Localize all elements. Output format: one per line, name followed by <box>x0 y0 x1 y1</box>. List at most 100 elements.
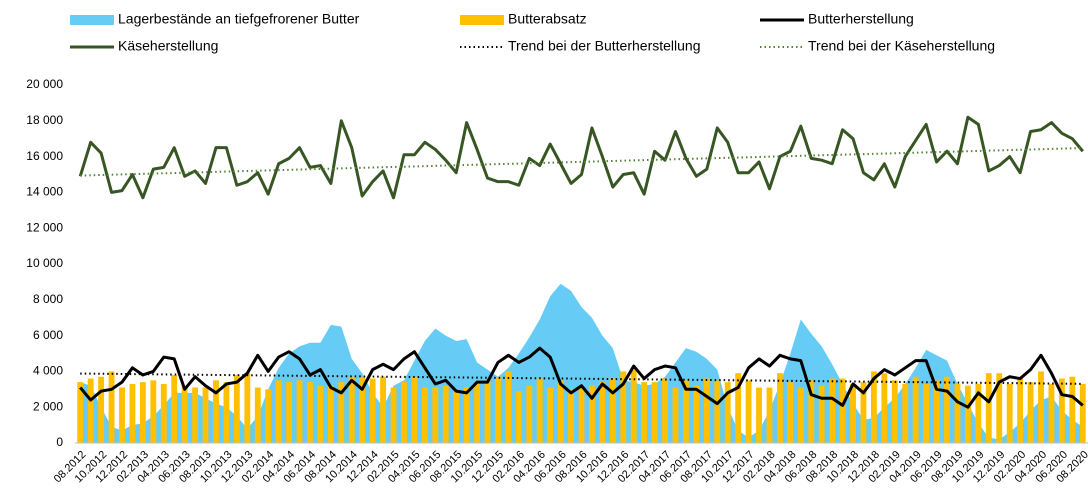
bar <box>923 383 930 443</box>
bar <box>1079 383 1086 443</box>
bar <box>1058 378 1065 443</box>
bar <box>599 382 606 443</box>
bar <box>171 374 178 443</box>
bar <box>1027 382 1034 443</box>
bar <box>401 382 407 443</box>
bar <box>1006 383 1013 443</box>
y-tick-label: 2 000 <box>33 399 63 413</box>
bar <box>1038 371 1044 443</box>
bar <box>421 387 428 443</box>
bar <box>275 380 282 443</box>
bar <box>223 382 230 443</box>
bar <box>776 373 783 443</box>
legend-swatch <box>460 15 504 25</box>
bar <box>557 380 564 443</box>
legend-label: Trend bei der Butterherstellung <box>508 38 700 54</box>
bar <box>1048 383 1055 443</box>
bar <box>411 376 418 443</box>
bar <box>735 373 742 443</box>
legend-label: Trend bei der Käseherstellung <box>808 38 995 54</box>
bar <box>724 382 731 443</box>
bar <box>902 383 909 443</box>
bar <box>254 387 261 443</box>
y-tick-label: 10 000 <box>26 256 63 270</box>
bar <box>119 387 125 443</box>
y-tick-label: 12 000 <box>26 220 63 234</box>
bar <box>160 383 167 443</box>
bar <box>348 376 355 443</box>
bar <box>693 385 700 443</box>
line <box>78 115 1084 200</box>
y-tick-label: 16 000 <box>26 149 63 163</box>
bar <box>860 382 867 443</box>
bar <box>964 385 971 443</box>
legend-label: Käseherstellung <box>118 38 218 54</box>
legend-label: Butterabsatz <box>508 11 587 27</box>
bar <box>286 382 293 443</box>
legend-swatch <box>70 15 114 25</box>
bar <box>683 380 689 443</box>
bar <box>369 378 376 443</box>
bar <box>202 387 209 443</box>
bar <box>98 376 105 443</box>
bar <box>526 385 533 443</box>
bar <box>954 383 961 443</box>
bar <box>589 385 595 443</box>
bar <box>756 387 762 443</box>
bar <box>829 378 836 443</box>
bar <box>766 387 773 443</box>
trend-line <box>80 372 1083 385</box>
bar <box>839 378 846 443</box>
bar <box>641 382 648 443</box>
y-tick-label: 14 000 <box>26 185 63 199</box>
bar <box>975 383 982 443</box>
bar <box>359 376 366 443</box>
bar <box>672 387 679 443</box>
bar <box>808 380 815 443</box>
bar <box>944 376 950 443</box>
bar <box>881 373 888 443</box>
bar <box>181 385 188 443</box>
bar <box>432 387 439 443</box>
bar <box>380 376 387 443</box>
y-tick-label: 20 000 <box>26 77 63 91</box>
bar <box>453 389 460 443</box>
bar <box>150 380 157 443</box>
bar <box>1017 378 1024 443</box>
bar <box>714 380 721 443</box>
y-tick-label: 8 000 <box>33 292 63 306</box>
bar <box>390 387 397 443</box>
bar <box>536 378 543 443</box>
line <box>79 346 1084 409</box>
bar <box>630 369 637 443</box>
bar <box>850 383 856 443</box>
bar <box>651 382 658 443</box>
bar <box>139 382 146 443</box>
bar <box>985 373 992 443</box>
bar <box>703 378 710 443</box>
bar <box>87 378 94 443</box>
bar <box>547 387 554 443</box>
bar <box>662 378 668 443</box>
bar <box>912 376 919 443</box>
bar <box>317 385 324 443</box>
bar <box>192 387 199 443</box>
bar <box>327 385 334 443</box>
bar <box>442 385 449 443</box>
bar <box>870 371 877 443</box>
trend-line <box>80 147 1083 177</box>
bar <box>463 387 470 443</box>
bar <box>818 385 825 443</box>
legend-label: Butterherstellung <box>808 11 914 27</box>
bar <box>495 376 501 443</box>
bar <box>484 380 491 443</box>
bar <box>296 380 303 443</box>
bar <box>568 389 574 443</box>
bar <box>797 387 804 443</box>
bar <box>620 371 627 443</box>
bar <box>609 378 616 443</box>
bar <box>108 371 115 443</box>
bar <box>77 382 84 443</box>
bar <box>1069 376 1076 443</box>
